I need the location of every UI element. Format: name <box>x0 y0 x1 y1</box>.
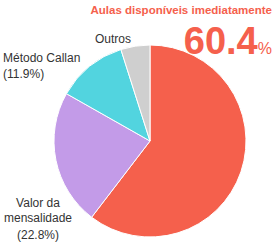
value-label: (22.8%) <box>17 228 59 242</box>
chart: Aulas disponíveis imediatamente 60.4% Valo… <box>0 0 275 244</box>
category-label: Método Callan <box>3 51 80 65</box>
labels: Aulas disponíveis imediatamente 60.4% Valo… <box>3 4 272 242</box>
value-label: (11.9%) <box>3 67 44 81</box>
category-label: Aulas disponíveis imediatamente <box>90 4 272 16</box>
slice <box>121 45 150 141</box>
pie <box>54 45 246 237</box>
value-label: 60.4% <box>184 20 272 62</box>
category-label: Valor damensalidade <box>4 196 72 225</box>
category-label: Outros <box>95 32 131 46</box>
